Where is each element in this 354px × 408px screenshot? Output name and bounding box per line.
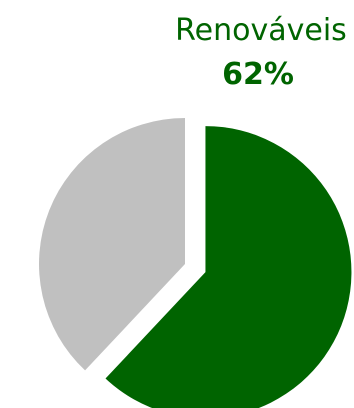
slice-label-renovaveis: Renováveis [175, 13, 347, 48]
pie-slice-other [39, 118, 185, 371]
pie-slices [39, 118, 352, 408]
pie-slice-renovaveis [105, 126, 352, 408]
slice-value-renovaveis: 62% [222, 57, 294, 92]
